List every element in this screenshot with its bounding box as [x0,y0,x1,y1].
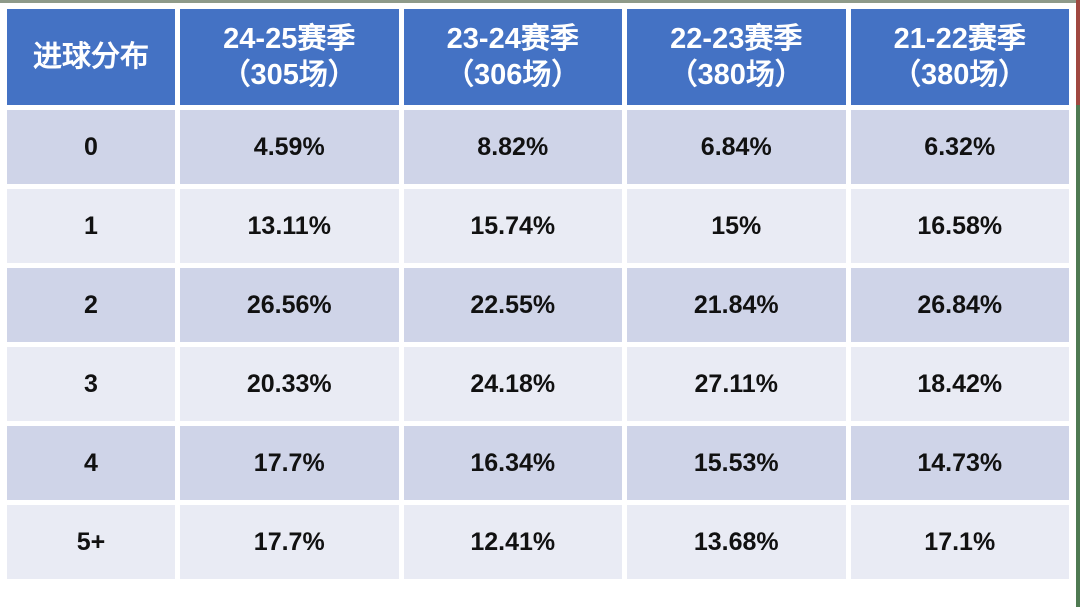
value-cell: 6.84% [627,110,846,184]
season-title: 22-23赛季 [670,22,803,55]
header-cell-season-23-24: 23-24赛季 （306场） [403,9,622,105]
goal-distribution-table: 进球分布 24-25赛季 （305场） 23-24赛季 （306场） 22-23… [2,4,1074,584]
row-label-cell: 1 [7,189,175,263]
table-header-row: 进球分布 24-25赛季 （305场） 23-24赛季 （306场） 22-23… [7,9,1069,105]
table-row-goals-4: 4 17.7% 16.34% 15.53% 14.73% [7,426,1069,500]
value-cell: 17.7% [180,505,399,579]
season-games: （380场） [668,59,804,91]
corner-label: 进球分布 [32,40,149,73]
row-label-cell: 5+ [7,505,175,579]
top-edge-artifact [0,0,1080,3]
row-label-cell: 3 [7,347,175,421]
season-title: 24-25赛季 [223,22,356,55]
header-cell-season-21-22: 21-22赛季 （380场） [850,9,1069,105]
value-cell: 13.68% [627,505,846,579]
value-cell: 22.55% [403,268,622,342]
value-cell: 26.56% [180,268,399,342]
value-cell: 4.59% [180,110,399,184]
value-cell: 20.33% [180,347,399,421]
season-title: 23-24赛季 [446,22,579,55]
value-cell: 16.58% [850,189,1069,263]
row-label-cell: 0 [7,110,175,184]
row-label-cell: 4 [7,426,175,500]
header-cell-season-24-25: 24-25赛季 （305场） [180,9,399,105]
value-cell: 13.11% [180,189,399,263]
value-cell: 21.84% [627,268,846,342]
table-row-goals-1: 1 13.11% 15.74% 15% 16.58% [7,189,1069,263]
table-row-goals-2: 2 26.56% 22.55% 21.84% 26.84% [7,268,1069,342]
season-games: （306场） [445,59,581,91]
value-cell: 15.53% [627,426,846,500]
table-row-goals-3: 3 20.33% 24.18% 27.11% 18.42% [7,347,1069,421]
value-cell: 26.84% [850,268,1069,342]
header-cell-corner: 进球分布 [7,9,175,105]
value-cell: 17.7% [180,426,399,500]
season-games: （305场） [221,59,357,91]
value-cell: 12.41% [403,505,622,579]
right-edge-artifact [1076,105,1080,607]
row-label-cell: 2 [7,268,175,342]
value-cell: 15% [627,189,846,263]
header-cell-season-22-23: 22-23赛季 （380场） [627,9,846,105]
value-cell: 14.73% [850,426,1069,500]
value-cell: 6.32% [850,110,1069,184]
value-cell: 27.11% [627,347,846,421]
right-edge-artifact-top [1076,0,1080,105]
table-row-goals-0: 0 4.59% 8.82% 6.84% 6.32% [7,110,1069,184]
season-title: 21-22赛季 [893,22,1026,55]
value-cell: 17.1% [850,505,1069,579]
season-games: （380场） [892,59,1028,91]
value-cell: 24.18% [403,347,622,421]
value-cell: 16.34% [403,426,622,500]
table-row-goals-5plus: 5+ 17.7% 12.41% 13.68% 17.1% [7,505,1069,579]
value-cell: 8.82% [403,110,622,184]
value-cell: 15.74% [403,189,622,263]
value-cell: 18.42% [850,347,1069,421]
